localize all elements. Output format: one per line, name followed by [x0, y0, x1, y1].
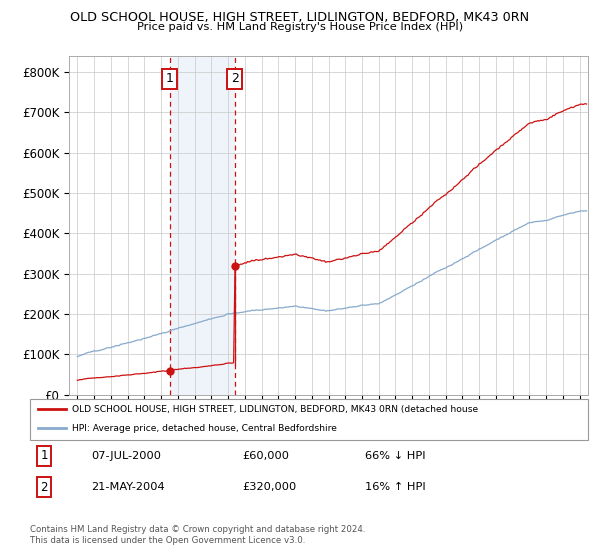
Text: £320,000: £320,000 [242, 482, 296, 492]
Text: 66% ↓ HPI: 66% ↓ HPI [365, 451, 425, 461]
Text: OLD SCHOOL HOUSE, HIGH STREET, LIDLINGTON, BEDFORD, MK43 0RN (detached house: OLD SCHOOL HOUSE, HIGH STREET, LIDLINGTO… [72, 405, 478, 414]
Text: 2: 2 [40, 480, 48, 493]
Text: 07-JUL-2000: 07-JUL-2000 [91, 451, 161, 461]
Text: 21-MAY-2004: 21-MAY-2004 [91, 482, 165, 492]
Text: 16% ↑ HPI: 16% ↑ HPI [365, 482, 425, 492]
Text: 1: 1 [40, 450, 48, 463]
Text: 1: 1 [166, 72, 174, 85]
Text: Contains HM Land Registry data © Crown copyright and database right 2024.
This d: Contains HM Land Registry data © Crown c… [30, 525, 365, 545]
Text: HPI: Average price, detached house, Central Bedfordshire: HPI: Average price, detached house, Cent… [72, 424, 337, 433]
FancyBboxPatch shape [30, 399, 588, 440]
Text: 2: 2 [230, 72, 239, 85]
Text: OLD SCHOOL HOUSE, HIGH STREET, LIDLINGTON, BEDFORD, MK43 0RN: OLD SCHOOL HOUSE, HIGH STREET, LIDLINGTO… [70, 11, 530, 24]
Text: £60,000: £60,000 [242, 451, 289, 461]
Bar [170, 56, 235, 395]
Text: Price paid vs. HM Land Registry's House Price Index (HPI): Price paid vs. HM Land Registry's House … [137, 22, 463, 32]
